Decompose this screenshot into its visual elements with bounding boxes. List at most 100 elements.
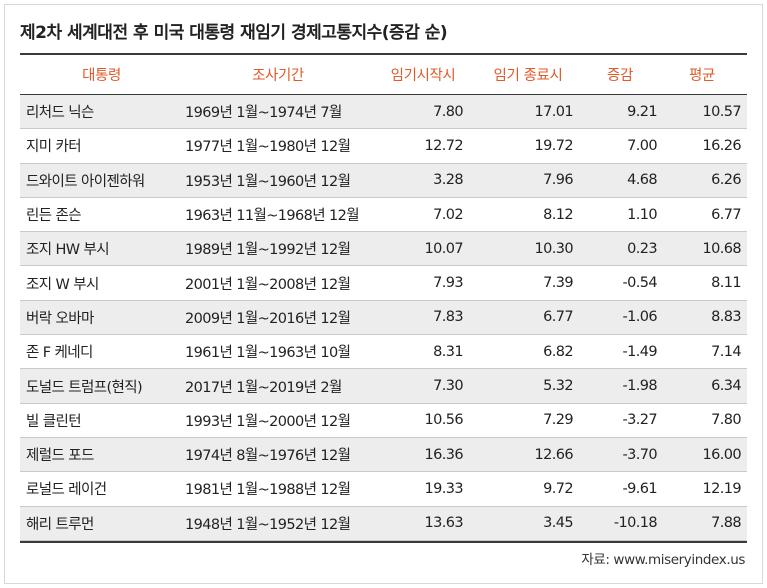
source-note: 자료: www.miseryindex.us	[581, 552, 745, 568]
header-name: 대통령	[82, 68, 121, 84]
cell-period: 1961년 1월~1963년 10월	[185, 345, 351, 362]
cell-diff: -10.18	[613, 515, 658, 532]
table-row: 드와이트 아이젠하워 1953년 1월~1960년 12월 3.28 7.96 4.68…	[20, 163, 747, 198]
cell-start: 12.72	[424, 137, 463, 154]
cell-avg: 6.26	[711, 172, 741, 189]
table-row: 로널드 레이건 1981년 1월~1988년 12월 19.33 9.72 -9.61 1…	[20, 472, 747, 507]
cell-avg: 8.83	[711, 309, 741, 326]
cell-name: 조지 W 부시	[26, 276, 99, 293]
cell-start: 16.36	[424, 446, 463, 463]
header-end: 임기 종료시	[493, 68, 563, 84]
cell-diff: 9.21	[627, 103, 657, 120]
cell-end: 12.66	[534, 446, 573, 463]
cell-diff: 4.68	[627, 172, 657, 189]
cell-name: 리처드 닉슨	[26, 105, 94, 122]
cell-end: 7.29	[543, 412, 573, 429]
header-start: 임기시작시	[390, 68, 456, 84]
cell-name: 지미 카터	[26, 139, 82, 156]
table-header: 대통령 조사기간 임기시작시 임기 종료시 증감 평균	[20, 55, 747, 95]
cell-avg: 10.57	[702, 103, 741, 120]
cell-period: 2001년 1월~2008년 12월	[185, 276, 351, 293]
cell-name: 도널드 트럼프(현직)	[26, 379, 143, 396]
cell-diff: -3.27	[622, 412, 657, 429]
cell-end: 19.72	[534, 137, 573, 154]
cell-period: 1993년 1월~2000년 12월	[185, 413, 351, 430]
cell-period: 1974년 8월~1976년 12월	[185, 448, 351, 465]
cell-diff: -1.06	[622, 309, 657, 326]
cell-start: 7.02	[433, 206, 463, 223]
cell-avg: 16.00	[702, 446, 741, 463]
cell-end: 6.77	[543, 309, 573, 326]
table-row: 조지 W 부시 2001년 1월~2008년 12월 7.93 7.39 -0.54 8.…	[20, 266, 747, 301]
table-body: 리처드 닉슨 1969년 1월~1974년 7월 7.80 17.01 9.21 10.5…	[20, 95, 747, 541]
cell-period: 1963년 11월~1968년 12월	[185, 208, 360, 225]
cell-end: 3.45	[543, 515, 573, 532]
cell-name: 빌 클린턴	[26, 413, 82, 430]
cell-diff: -1.49	[622, 343, 657, 360]
cell-diff: -1.98	[622, 378, 657, 395]
cell-start: 10.56	[424, 412, 463, 429]
cell-start: 7.93	[433, 275, 463, 292]
cell-diff: -0.54	[622, 275, 657, 292]
cell-diff: 7.00	[627, 137, 657, 154]
cell-period: 1989년 1월~1992년 12월	[185, 242, 351, 259]
cell-end: 8.12	[543, 206, 573, 223]
cell-start: 7.83	[433, 309, 463, 326]
cell-diff: -9.61	[622, 480, 657, 497]
cell-name: 조지 HW 부시	[26, 242, 110, 259]
cell-avg: 16.26	[702, 137, 741, 154]
table-row: 조지 HW 부시 1989년 1월~1992년 12월 10.07 10.30 0.23…	[20, 232, 747, 267]
header-period: 조사기간	[252, 68, 304, 84]
cell-end: 17.01	[534, 103, 573, 120]
table-row: 도널드 트럼프(현직) 2017년 1월~2019년 2월 7.30 5.32 -1.9…	[20, 369, 747, 404]
cell-period: 1981년 1월~1988년 12월	[185, 482, 351, 499]
cell-start: 10.07	[424, 240, 463, 257]
cell-avg: 7.80	[711, 412, 741, 429]
cell-start: 7.30	[433, 378, 463, 395]
cell-end: 6.82	[543, 343, 573, 360]
cell-diff: 0.23	[627, 240, 657, 257]
cell-period: 2009년 1월~2016년 12월	[185, 310, 351, 327]
cell-start: 7.80	[433, 103, 463, 120]
table-row: 버락 오바마 2009년 1월~2016년 12월 7.83 6.77 -1.06 8.8…	[20, 300, 747, 336]
bottom-rule	[20, 541, 747, 543]
cell-avg: 12.19	[702, 480, 741, 497]
cell-name: 드와이트 아이젠하워	[26, 173, 145, 190]
cell-period: 1977년 1월~1980년 12월	[185, 139, 351, 156]
cell-end: 10.30	[534, 240, 573, 257]
cell-name: 해리 트루먼	[26, 516, 94, 533]
table-row: 리처드 닉슨 1969년 1월~1974년 7월 7.80 17.01 9.21 10.5…	[20, 95, 747, 130]
cell-period: 2017년 1월~2019년 2월	[185, 379, 342, 396]
cell-name: 버락 오바마	[26, 310, 94, 327]
cell-start: 8.31	[433, 343, 463, 360]
table-row: 제럴드 포드 1974년 8월~1976년 12월 16.36 12.66 -3.70 1…	[20, 437, 747, 473]
cell-avg: 10.68	[702, 240, 741, 257]
table-row: 해리 트루먼 1948년 1월~1952년 12월 13.63 3.45 -10.18 7…	[20, 506, 747, 541]
cell-avg: 7.88	[711, 515, 741, 532]
cell-period: 1953년 1월~1960년 12월	[185, 173, 351, 190]
cell-name: 린든 존슨	[26, 208, 82, 225]
cell-avg: 8.11	[711, 275, 741, 292]
cell-period: 1948년 1월~1952년 12월	[185, 516, 351, 533]
table-row: 린든 존슨 1963년 11월~1968년 12월 7.02 8.12 1.10 6.77	[20, 197, 747, 233]
cell-end: 9.72	[543, 480, 573, 497]
cell-name: 로널드 레이건	[26, 482, 107, 499]
table-frame	[4, 4, 763, 584]
table-row: 지미 카터 1977년 1월~1980년 12월 12.72 19.72 7.00 16.…	[20, 129, 747, 164]
cell-avg: 7.14	[711, 343, 741, 360]
cell-name: 존 F 케네디	[26, 345, 93, 362]
cell-end: 7.96	[543, 172, 573, 189]
top-rule	[20, 53, 747, 55]
cell-diff: -3.70	[622, 446, 657, 463]
cell-name: 제럴드 포드	[26, 448, 94, 465]
cell-start: 13.63	[424, 515, 463, 532]
table-row: 빌 클린턴 1993년 1월~2000년 12월 10.56 7.29 -3.27 7.8…	[20, 403, 747, 438]
cell-end: 7.39	[543, 275, 573, 292]
cell-start: 3.28	[433, 172, 463, 189]
cell-avg: 6.77	[711, 206, 741, 223]
table-row: 존 F 케네디 1961년 1월~1963년 10월 8.31 6.82 -1.49 7.…	[20, 335, 747, 370]
page-title: 제2차 세계대전 후 미국 대통령 재임기 경제고통지수(증감 순)	[20, 23, 448, 43]
cell-diff: 1.10	[627, 206, 657, 223]
cell-start: 19.33	[424, 480, 463, 497]
cell-period: 1969년 1월~1974년 7월	[185, 105, 342, 122]
